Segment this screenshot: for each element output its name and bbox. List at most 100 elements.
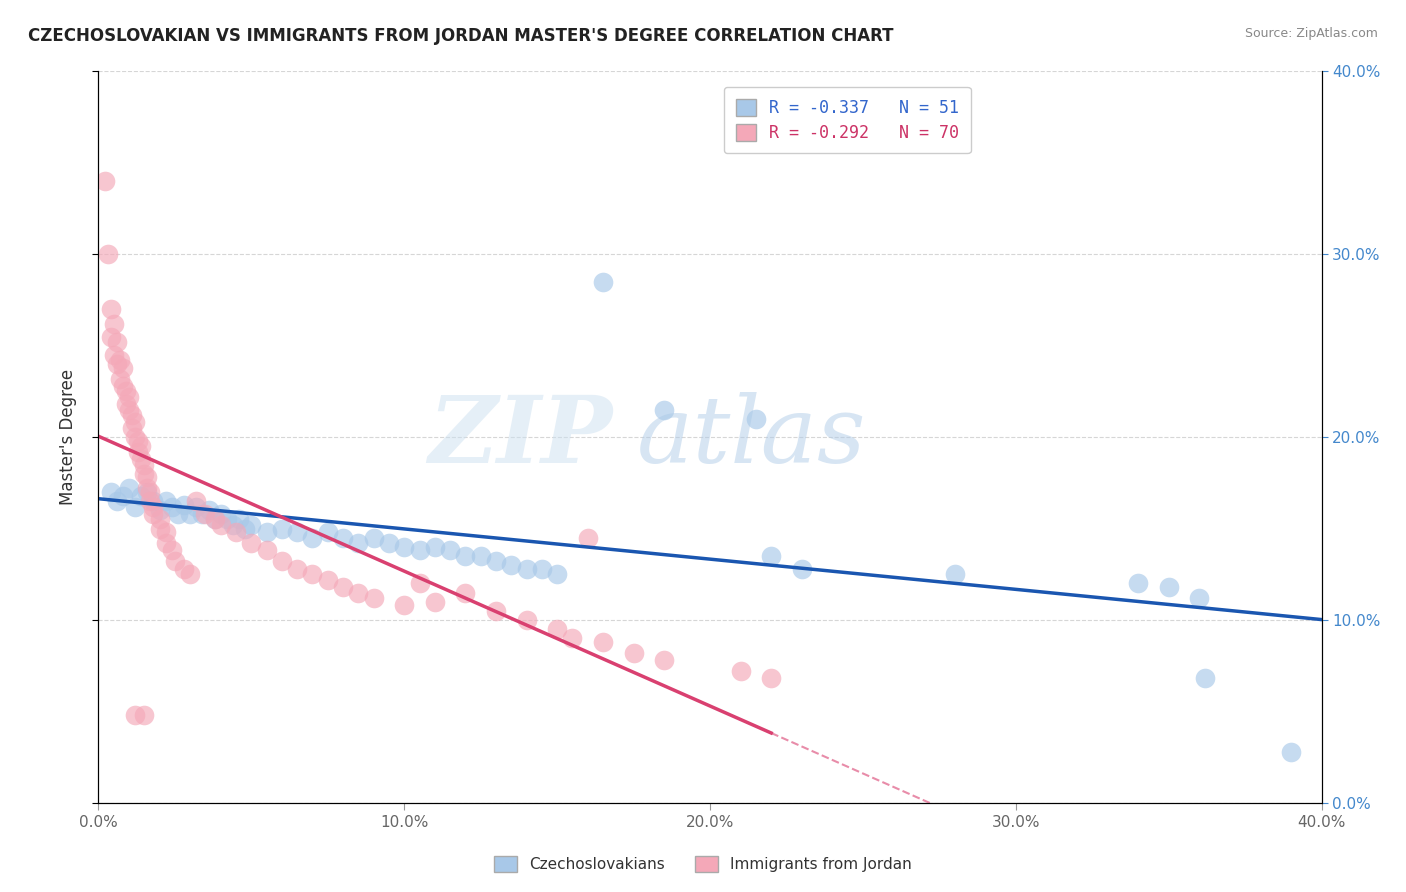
Point (332, 531, 354, 545)
Point (363, 591, 385, 605)
Point (270, 554, 292, 568)
Point (516, 562, 538, 576)
Point (546, 622, 568, 636)
Point (652, 653, 675, 667)
Point (454, 549, 477, 563)
Point (225, 525, 247, 540)
Point (423, 594, 446, 608)
Point (204, 512, 226, 526)
Point (363, 531, 385, 545)
Point (173, 498, 195, 512)
Point (209, 507, 232, 521)
Point (97, 247, 120, 261)
Point (943, 567, 966, 582)
Point (160, 500, 183, 514)
Point (270, 521, 292, 535)
Point (1128, 576, 1150, 591)
Point (179, 507, 201, 521)
Legend: R = -0.337   N = 51, R = -0.292   N = 70: R = -0.337 N = 51, R = -0.292 N = 70 (724, 87, 970, 153)
Point (501, 558, 523, 573)
Point (423, 540, 446, 554)
Point (186, 500, 208, 514)
Point (485, 554, 508, 568)
Point (240, 517, 263, 532)
Point (115, 397, 138, 411)
Point (100, 301, 122, 317)
Point (285, 562, 308, 576)
Point (256, 543, 278, 558)
Point (124, 416, 146, 430)
Point (136, 485, 159, 500)
Point (561, 632, 583, 646)
Legend: Czechoslovakians, Immigrants from Jordan: Czechoslovakians, Immigrants from Jordan (486, 848, 920, 880)
Point (332, 580, 354, 594)
Point (576, 531, 599, 545)
Point (136, 470, 159, 484)
Y-axis label: Master's Degree: Master's Degree (59, 369, 77, 505)
Point (124, 430, 146, 444)
Text: Source: ZipAtlas.com: Source: ZipAtlas.com (1244, 27, 1378, 40)
Point (301, 567, 323, 582)
Point (408, 543, 430, 558)
Point (592, 635, 614, 649)
Point (191, 507, 214, 521)
Point (115, 384, 138, 399)
Point (240, 536, 263, 550)
Point (103, 348, 125, 362)
Point (316, 525, 339, 540)
Point (730, 664, 752, 678)
Point (108, 371, 131, 385)
Point (1157, 580, 1180, 594)
Point (129, 489, 152, 503)
Point (530, 562, 553, 576)
Point (197, 503, 219, 517)
Point (139, 494, 162, 508)
Point (485, 604, 508, 618)
Point (149, 521, 172, 535)
Point (470, 549, 492, 563)
Point (134, 458, 156, 472)
Point (121, 408, 143, 422)
Point (103, 317, 125, 331)
Point (129, 439, 152, 453)
Point (111, 379, 134, 393)
Point (100, 485, 122, 500)
Point (790, 562, 813, 576)
Point (160, 543, 183, 558)
Point (100, 329, 122, 343)
Point (1188, 591, 1211, 605)
Point (652, 402, 675, 417)
Point (127, 444, 149, 458)
Point (121, 421, 143, 435)
Point (173, 562, 195, 576)
Point (105, 334, 128, 349)
Point (108, 353, 131, 368)
Point (392, 599, 416, 613)
Point (136, 481, 159, 495)
Text: ZIP: ZIP (427, 392, 612, 482)
Point (194, 507, 217, 521)
Point (134, 467, 156, 481)
Point (155, 494, 177, 508)
Point (233, 521, 256, 535)
Point (118, 390, 141, 404)
Point (179, 567, 201, 582)
Point (592, 275, 614, 289)
Point (378, 536, 401, 550)
Point (167, 507, 190, 521)
Point (129, 452, 152, 467)
Point (124, 708, 146, 723)
Point (301, 531, 323, 545)
Point (408, 576, 430, 591)
Point (149, 503, 172, 517)
Point (105, 357, 128, 371)
Point (1194, 672, 1216, 686)
Point (142, 500, 165, 514)
Point (118, 402, 141, 417)
Point (149, 512, 172, 526)
Point (228, 512, 250, 526)
Point (347, 585, 370, 599)
Point (256, 525, 278, 540)
Point (155, 536, 177, 550)
Point (1279, 745, 1302, 759)
